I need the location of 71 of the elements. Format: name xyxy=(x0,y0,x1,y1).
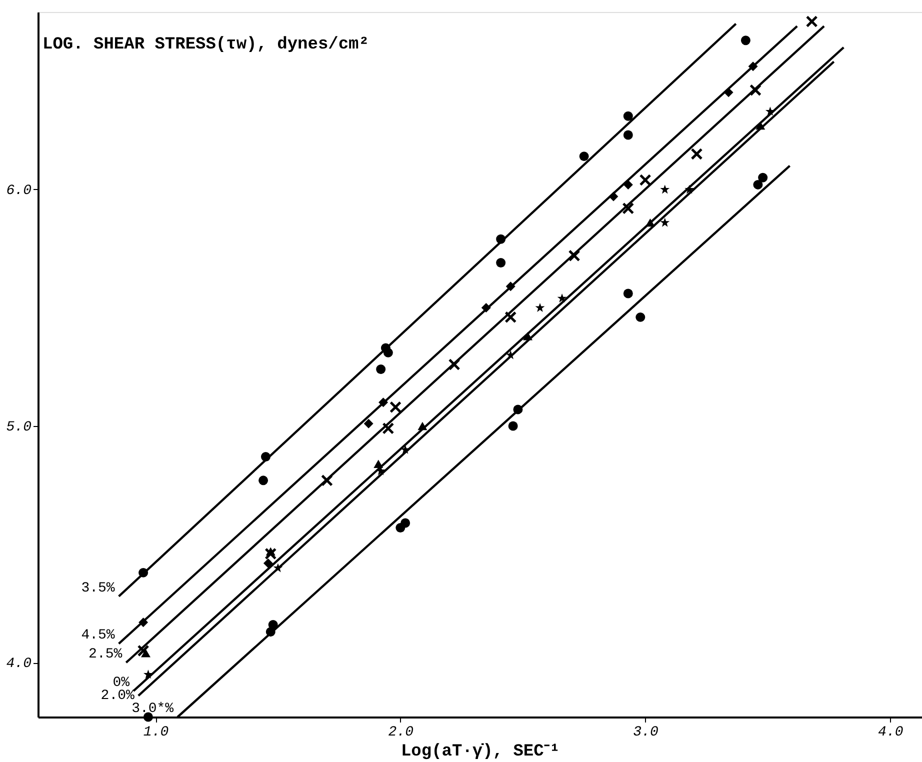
x-tick-label: 4.0 xyxy=(878,724,904,740)
x-tick-label: 3.0 xyxy=(633,724,658,740)
point xyxy=(623,288,633,298)
point xyxy=(740,36,750,46)
x-tick-label: 1.0 xyxy=(143,724,169,740)
point xyxy=(143,712,153,722)
point xyxy=(320,474,333,486)
series-label: 4.5% xyxy=(81,628,116,644)
point xyxy=(266,547,276,556)
point xyxy=(506,282,516,292)
point xyxy=(137,644,150,657)
series-label: 3.0*% xyxy=(132,701,174,717)
point xyxy=(506,350,516,360)
point xyxy=(806,15,818,28)
y-tick-label: 4.0 xyxy=(6,656,32,672)
point xyxy=(376,364,386,374)
point xyxy=(636,312,646,322)
point xyxy=(390,401,402,414)
point xyxy=(660,184,670,194)
point xyxy=(448,358,460,370)
point xyxy=(383,348,393,358)
y-tick-label: 5.0 xyxy=(6,420,32,436)
point xyxy=(753,180,763,190)
point xyxy=(138,618,148,628)
point xyxy=(622,202,634,214)
point xyxy=(504,311,517,324)
y-axis-title: LOG. SHEAR STRESS(τw), dynes/cm² xyxy=(42,36,369,54)
point xyxy=(535,302,545,312)
point xyxy=(684,184,694,194)
point xyxy=(496,258,506,268)
point xyxy=(382,422,394,434)
point xyxy=(508,421,518,431)
point xyxy=(418,422,428,430)
point xyxy=(268,620,278,630)
point xyxy=(523,332,532,340)
y-tick-label: 6.0 xyxy=(6,182,32,199)
point xyxy=(623,111,633,121)
point xyxy=(374,460,384,468)
point xyxy=(748,62,758,72)
point xyxy=(400,518,410,528)
point xyxy=(557,294,567,303)
point xyxy=(758,172,768,182)
series-label: 3.5% xyxy=(81,580,116,596)
point xyxy=(513,404,523,414)
point xyxy=(724,88,734,98)
point xyxy=(623,130,633,140)
point xyxy=(623,180,633,190)
point xyxy=(143,670,153,679)
point xyxy=(690,148,703,160)
point xyxy=(260,452,270,462)
point xyxy=(749,84,762,96)
point xyxy=(756,121,766,130)
point xyxy=(639,174,652,186)
point xyxy=(264,548,277,560)
point xyxy=(273,563,283,572)
point xyxy=(138,568,148,578)
point xyxy=(579,152,589,162)
x-tick-label: 2.0 xyxy=(388,724,414,740)
point xyxy=(645,218,655,227)
point xyxy=(364,418,374,428)
series-label: 2.5% xyxy=(88,646,123,663)
point xyxy=(141,649,150,658)
point xyxy=(496,234,506,244)
point xyxy=(568,250,580,262)
x-axis-title: Log(aT·γ̇), SEC⁻¹ xyxy=(400,742,560,762)
point xyxy=(660,218,670,227)
point xyxy=(258,476,268,486)
point xyxy=(263,558,273,568)
point xyxy=(378,398,388,408)
point xyxy=(608,192,618,202)
point xyxy=(481,302,491,312)
